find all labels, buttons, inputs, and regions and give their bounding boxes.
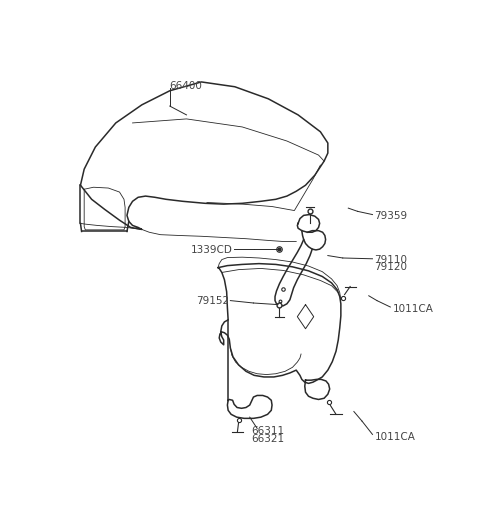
Text: 79120: 79120 <box>374 262 408 272</box>
Text: 79359: 79359 <box>374 211 408 221</box>
Text: 1339CD: 1339CD <box>191 244 233 255</box>
Text: 1011CA: 1011CA <box>374 432 415 442</box>
Text: 79152: 79152 <box>196 295 229 305</box>
Text: 66321: 66321 <box>251 434 284 444</box>
Text: 66400: 66400 <box>170 81 203 91</box>
Text: 66311: 66311 <box>251 426 284 436</box>
Text: 79110: 79110 <box>374 255 408 265</box>
Text: 1011CA: 1011CA <box>393 304 434 314</box>
